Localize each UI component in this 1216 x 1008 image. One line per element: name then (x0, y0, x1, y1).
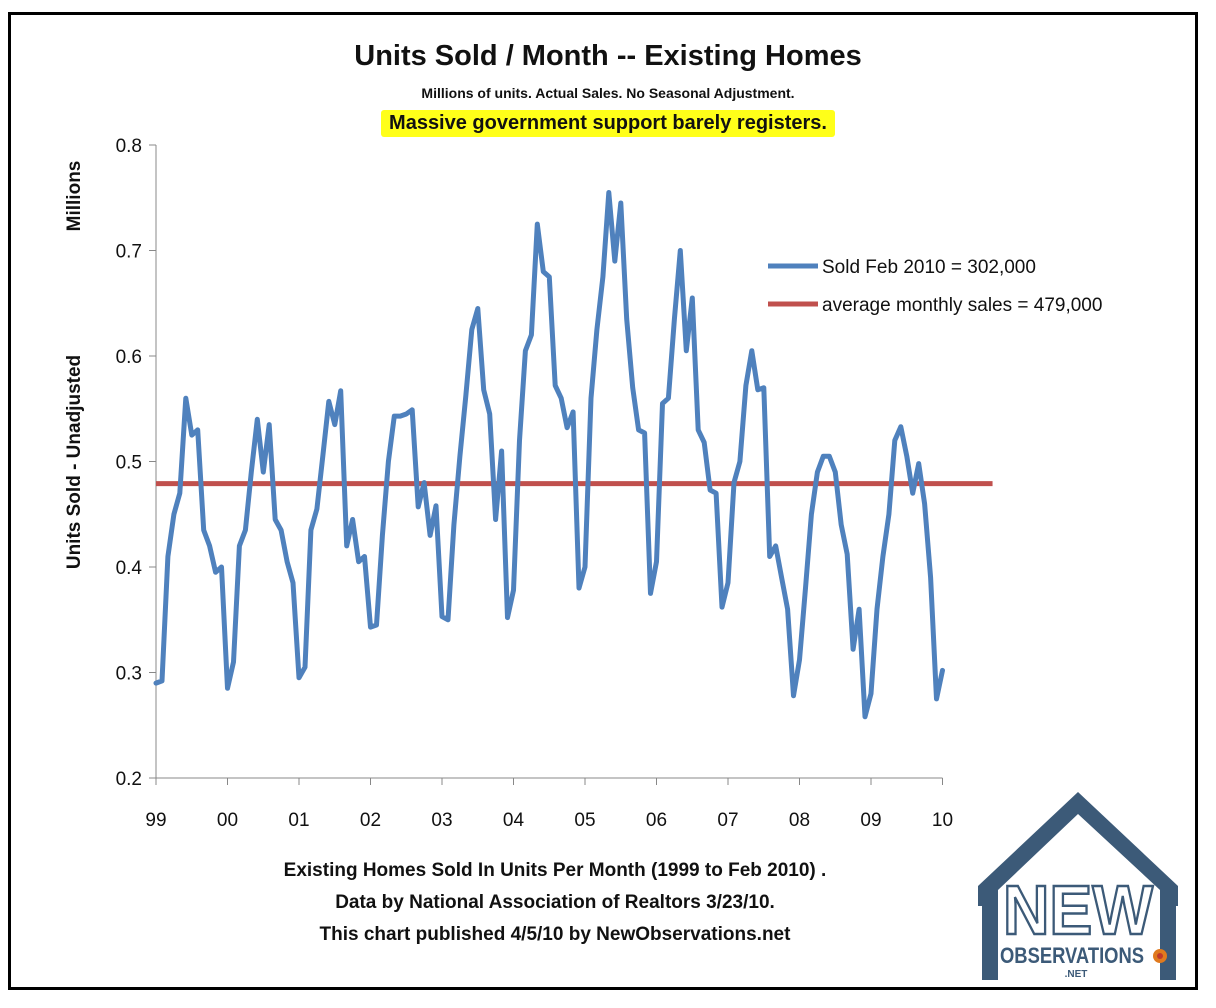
y-tick-label: 0.6 (116, 347, 142, 368)
x-tick-label: 08 (789, 810, 810, 831)
y-tick-label: 0.7 (116, 242, 142, 263)
y-axis-unit-label: Millions (64, 161, 85, 232)
caption-line-2: Data by National Association of Realtors… (335, 892, 775, 913)
chart-title: Units Sold / Month -- Existing Homes (354, 40, 862, 72)
x-tick-label: 09 (860, 810, 881, 831)
logo-house-roof (978, 792, 1178, 906)
chart-frame (8, 12, 1198, 990)
x-tick-label: 07 (717, 810, 738, 831)
x-tick-label: 06 (646, 810, 667, 831)
y-tick-label: 0.5 (116, 453, 142, 474)
caption-line-1: Existing Homes Sold In Units Per Month (… (283, 860, 827, 881)
x-tick-label: 10 (932, 810, 953, 831)
y-axis-label: Units Sold - Unadjusted (64, 355, 85, 569)
y-tick-label: 0.2 (116, 769, 142, 790)
legend-label-sold: Sold Feb 2010 = 302,000 (822, 257, 1036, 278)
newobservations-logo: NEW OBSERVATIONS .NET (978, 792, 1178, 980)
x-tick-label: 00 (217, 810, 238, 831)
highlight-text: Massive government support barely regist… (381, 110, 835, 137)
logo-flower-icon (1153, 949, 1167, 963)
y-tick-label: 0.4 (116, 558, 143, 579)
y-tick-label: 0.3 (116, 664, 142, 685)
x-tick-label: 03 (431, 810, 452, 831)
x-tick-label: 01 (288, 810, 309, 831)
highlight-banner: Massive government support barely regist… (0, 110, 1216, 137)
logo-house-wall-right (1160, 896, 1176, 980)
x-tick-label: 04 (503, 810, 525, 831)
y-tick-label: 0.8 (116, 136, 142, 157)
logo-house-wall-left (982, 896, 998, 980)
x-tick-label: 99 (145, 810, 166, 831)
series-sold-line (153, 190, 945, 720)
legend-label-average: average monthly sales = 479,000 (822, 295, 1102, 316)
x-tick-label: 02 (360, 810, 381, 831)
caption-line-3: This chart published 4/5/10 by NewObserv… (319, 924, 791, 945)
logo-tld-text: .NET (1065, 969, 1088, 980)
logo-sub-text: OBSERVATIONS (1000, 943, 1144, 968)
chart-subtitle: Millions of units. Actual Sales. No Seas… (421, 85, 795, 101)
logo-main-text: NEW (1003, 871, 1153, 949)
x-tick-label: 05 (574, 810, 595, 831)
